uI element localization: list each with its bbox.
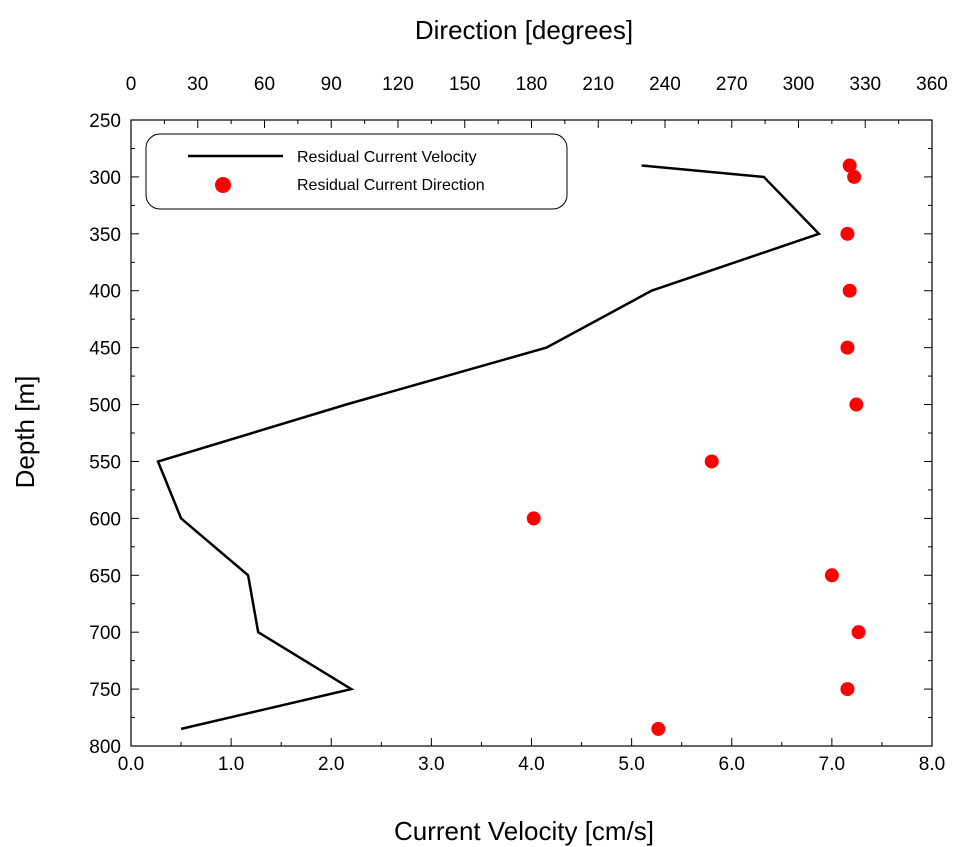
top-tick-label: 0: [126, 74, 137, 95]
top-tick-label: 150: [449, 74, 481, 95]
legend-box: [145, 133, 568, 210]
bottom-tick-label: 7.0: [819, 754, 845, 775]
direction-point: [840, 340, 855, 355]
bottom-tick-label: 5.0: [618, 754, 644, 775]
direction-point: [840, 226, 855, 241]
direction-point: [840, 682, 855, 697]
top-axis-title: Direction [degrees]: [415, 15, 633, 45]
left-tick-label: 250: [89, 111, 121, 132]
left-tick-label: 750: [89, 680, 121, 701]
direction-point: [847, 169, 862, 184]
bottom-tick-label: 2.0: [318, 754, 344, 775]
top-tick-label: 210: [582, 74, 614, 95]
legend-dot-swatch: [215, 177, 231, 193]
bottom-tick-label: 1.0: [218, 754, 244, 775]
direction-point: [526, 511, 541, 526]
plot-frame: [130, 119, 933, 747]
top-tick-label: 240: [649, 74, 681, 95]
bottom-axis-title: Current Velocity [cm/s]: [394, 816, 654, 846]
top-tick-label: 300: [783, 74, 815, 95]
velocity-line: [156, 164, 822, 731]
left-tick-label: 450: [89, 339, 121, 360]
direction-point: [842, 158, 857, 173]
bottom-tick-label: 4.0: [518, 754, 544, 775]
top-tick-label: 90: [321, 74, 342, 95]
bottom-tick-label: 3.0: [418, 754, 444, 775]
bottom-tick-label: 8.0: [919, 754, 945, 775]
direction-point: [851, 625, 866, 640]
left-tick-label: 600: [89, 509, 121, 530]
top-tick-label: 270: [716, 74, 748, 95]
top-tick-label: 120: [382, 74, 414, 95]
left-tick-label: 350: [89, 225, 121, 246]
direction-point: [842, 283, 857, 298]
top-tick-label: 180: [516, 74, 548, 95]
left-tick-label: 300: [89, 168, 121, 189]
legend-label-direction: Residual Current Direction: [297, 177, 485, 194]
direction-point: [849, 397, 864, 412]
legend-label-velocity: Residual Current Velocity: [297, 149, 477, 166]
axes-ticks: 0.0 1.0 2.0 3.0 4.0 5.0 6.0 7.0 8.0 0 30 60 90 120 150…: [89, 74, 948, 775]
data-series: [156, 158, 866, 736]
legend: Residual Current Velocity Residual Curre…: [145, 133, 568, 210]
top-tick-label: 30: [187, 74, 208, 95]
left-tick-label: 700: [89, 623, 121, 644]
left-axis-title: Depth [m]: [10, 376, 40, 489]
direction-point: [824, 568, 839, 583]
top-tick-label: 60: [254, 74, 275, 95]
left-tick-label: 400: [89, 282, 121, 303]
bottom-tick-label: 6.0: [719, 754, 745, 775]
left-tick-label: 500: [89, 396, 121, 417]
left-tick-label: 650: [89, 566, 121, 587]
left-tick-label: 800: [89, 737, 121, 758]
direction-point: [704, 454, 719, 469]
bottom-tick-label: 0.0: [118, 754, 144, 775]
top-tick-label: 360: [916, 74, 948, 95]
direction-point: [651, 721, 666, 736]
top-tick-label: 330: [849, 74, 881, 95]
left-tick-label: 550: [89, 452, 121, 473]
